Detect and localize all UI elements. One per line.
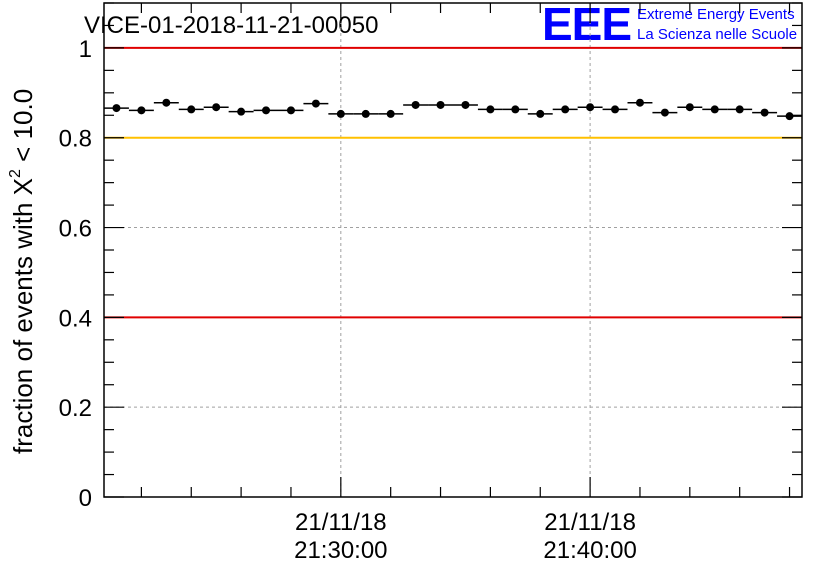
data-point-15 [486,105,495,114]
y-tick-label-0: 0 [79,485,92,512]
y-tick-label-3: 0.6 [59,216,92,243]
data-point-1 [137,106,146,115]
data-point-24 [710,105,719,114]
eee-logo-mark: EEE [542,0,631,50]
y-axis-label-superscript: 2 [7,169,24,178]
data-point-25 [735,105,744,114]
data-point-4 [212,103,221,112]
data-point-16 [511,105,520,114]
y-axis-label-symbol: X [8,178,38,195]
data-point-12 [411,100,420,109]
data-point-3 [187,105,196,114]
chart-title: VICE-01-2018-11-21-00050 [84,12,378,39]
x-tick-date-0: 21/11/18 [295,509,387,536]
data-point-13 [436,100,445,109]
data-point-2 [162,98,171,107]
eee-logo: EEE Extreme Energy Events La Scienza nel… [542,0,797,50]
y-axis-label-prefix: fraction of events with [8,195,38,454]
y-tick-label-2: 0.4 [59,305,92,332]
plot-frame [103,2,803,498]
y-tick-label-4: 0.8 [59,126,92,153]
data-point-5 [237,107,246,116]
y-axis-label: fraction of events with X2 < 10.0 [7,89,38,454]
reference-lines [104,46,802,319]
y-axis-label-suffix: < 10.0 [8,89,38,169]
data-point-14 [461,100,470,109]
data-point-19 [586,103,595,112]
data-point-9 [336,109,345,118]
y-tick-label-5: 1 [79,36,92,63]
axes: 00.20.40.60.8121/11/1821:30:0021/11/1821… [59,2,802,564]
x-tick-date-1: 21/11/18 [544,509,636,536]
data-point-23 [685,103,694,112]
data-point-21 [635,98,644,107]
data-point-7 [286,106,295,115]
data-point-0 [112,104,121,113]
x-tick-time-1: 21:40:00 [543,537,636,564]
data-point-18 [561,105,570,114]
y-tick-label-1: 0.2 [59,395,92,422]
data-series [104,98,802,121]
data-point-20 [611,105,620,114]
data-point-17 [536,109,545,118]
x-tick-time-0: 21:30:00 [294,537,387,564]
data-point-27 [785,112,794,121]
data-point-11 [386,109,395,118]
data-point-22 [660,108,669,117]
data-point-26 [760,108,769,117]
logo-line-1: Extreme Energy Events [637,6,795,23]
data-point-6 [262,106,271,115]
data-point-8 [311,99,320,108]
logo-line-2: La Scienza nelle Scuole [637,26,797,43]
data-point-10 [361,109,370,118]
